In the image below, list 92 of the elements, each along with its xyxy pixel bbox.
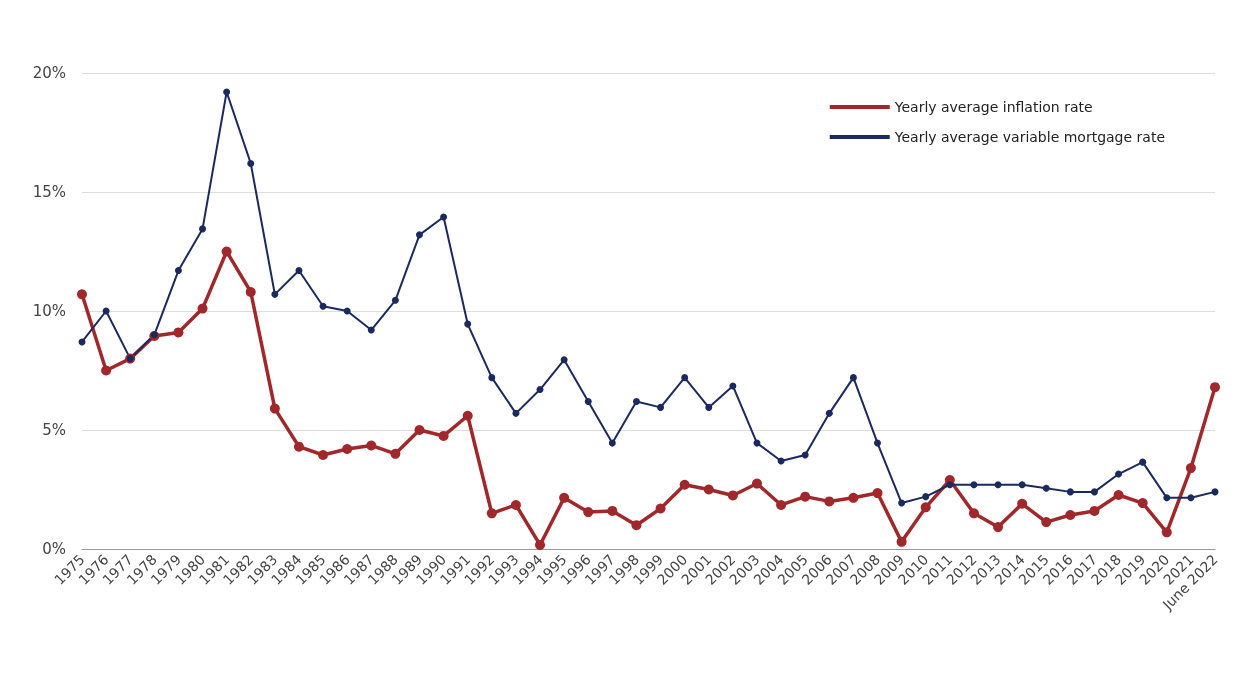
point xyxy=(1089,505,1100,516)
point xyxy=(390,448,401,459)
point xyxy=(560,356,568,364)
y-tick-label: 10% xyxy=(32,302,66,320)
point xyxy=(657,403,665,411)
point xyxy=(101,365,112,376)
point xyxy=(221,246,232,257)
point xyxy=(608,439,616,447)
point xyxy=(1041,517,1052,528)
point xyxy=(993,522,1004,533)
legend-label: Yearly average variable mortgage rate xyxy=(893,129,1166,145)
point xyxy=(366,440,377,451)
point xyxy=(1017,498,1028,509)
point xyxy=(367,326,375,334)
point xyxy=(584,397,592,405)
point xyxy=(848,492,859,503)
point xyxy=(295,267,303,275)
point xyxy=(874,439,882,447)
point xyxy=(825,409,833,417)
point xyxy=(1066,488,1074,496)
point xyxy=(342,444,353,455)
point xyxy=(271,290,279,298)
point xyxy=(77,289,87,300)
y-tick-label: 5% xyxy=(42,421,66,439)
point xyxy=(1210,382,1220,393)
point xyxy=(703,484,714,495)
point xyxy=(223,88,231,96)
point xyxy=(681,374,689,382)
legend-label: Yearly average inflation rate xyxy=(893,99,1093,115)
point xyxy=(920,502,931,513)
point xyxy=(607,505,618,516)
point xyxy=(729,382,737,390)
point xyxy=(801,451,809,459)
point xyxy=(319,302,327,310)
point xyxy=(896,536,907,547)
point xyxy=(994,481,1002,489)
point xyxy=(849,374,857,382)
point xyxy=(197,303,208,314)
point xyxy=(1161,527,1172,538)
point xyxy=(751,478,762,489)
point xyxy=(512,409,520,417)
y-tick-label: 15% xyxy=(32,183,66,201)
point xyxy=(536,386,544,394)
point xyxy=(776,499,787,510)
point xyxy=(946,481,954,489)
point xyxy=(245,286,256,297)
point xyxy=(438,430,449,441)
point xyxy=(800,491,811,502)
point xyxy=(922,493,930,501)
point xyxy=(293,441,304,452)
point xyxy=(440,213,448,221)
point xyxy=(1065,509,1076,520)
point xyxy=(1187,494,1195,502)
point xyxy=(247,159,255,167)
point xyxy=(199,225,207,233)
point xyxy=(1139,458,1147,466)
point xyxy=(510,499,521,510)
y-tick-label: 20% xyxy=(32,64,66,82)
point xyxy=(174,267,182,275)
point xyxy=(705,403,713,411)
point xyxy=(872,488,883,499)
point xyxy=(559,492,570,503)
y-tick-label: 0% xyxy=(42,540,66,558)
point xyxy=(1090,488,1098,496)
point xyxy=(655,503,666,514)
point xyxy=(391,296,399,304)
point xyxy=(631,520,642,531)
point xyxy=(416,231,423,239)
point xyxy=(1113,489,1124,500)
point xyxy=(968,508,979,519)
point xyxy=(898,499,906,507)
point xyxy=(414,425,425,435)
point xyxy=(632,397,640,405)
point xyxy=(173,327,184,338)
point xyxy=(970,481,978,489)
point xyxy=(1163,494,1171,502)
point xyxy=(1018,481,1026,489)
point xyxy=(464,320,472,328)
point xyxy=(824,496,835,507)
point xyxy=(462,410,473,421)
point xyxy=(727,490,738,501)
point xyxy=(583,507,594,518)
point xyxy=(535,539,546,550)
point xyxy=(1137,498,1148,509)
point xyxy=(488,374,496,382)
point xyxy=(318,449,329,460)
point xyxy=(486,508,497,519)
point xyxy=(679,479,690,490)
point xyxy=(1042,484,1050,492)
point xyxy=(269,403,280,414)
point xyxy=(1115,470,1123,478)
point xyxy=(1185,463,1196,474)
